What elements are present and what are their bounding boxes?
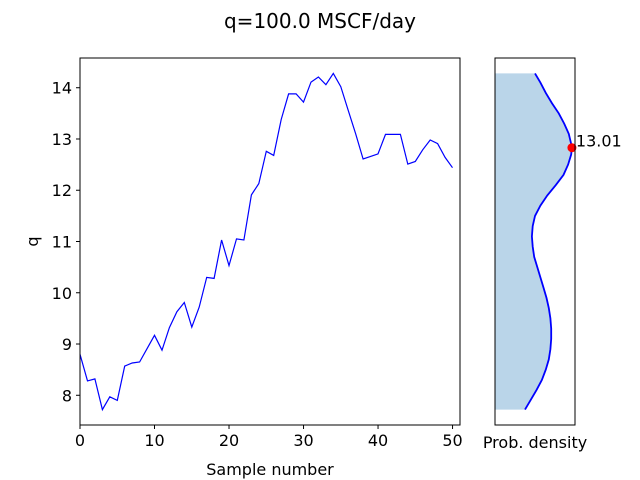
- y-tick-label: 13: [52, 130, 72, 149]
- y-tick-label: 8: [62, 386, 72, 405]
- density-fill: [495, 73, 572, 410]
- density-axis-label: Prob. density: [483, 433, 587, 452]
- y-tick-label: 10: [52, 284, 72, 303]
- x-tick-label: 40: [368, 431, 388, 450]
- line-plot-ticks: 0 10 20 30 40 50 8 9 10 11 12 13 14: [52, 79, 463, 450]
- density-plot-frame: [494, 57, 576, 426]
- y-tick-label: 11: [52, 233, 72, 252]
- y-tick-label: 9: [62, 335, 72, 354]
- line-plot: 0 10 20 30 40 50 8 9 10 11 12 13 14 Sample number q: [23, 57, 463, 479]
- density-curve: [524, 72, 573, 411]
- y-tick-label: 12: [52, 181, 72, 200]
- x-tick-label: 20: [219, 431, 239, 450]
- chart-title: q=100.0 MSCF/day: [224, 9, 416, 33]
- density-marker-label: 13.01: [576, 132, 622, 151]
- line-plot-frame: [79, 57, 461, 426]
- y-axis-label: q: [23, 236, 42, 246]
- x-tick-label: 30: [293, 431, 313, 450]
- x-tick-label: 50: [442, 431, 462, 450]
- x-tick-label: 0: [75, 431, 85, 450]
- x-tick-label: 10: [144, 431, 164, 450]
- density-marker: [567, 143, 577, 153]
- x-axis-label: Sample number: [206, 460, 334, 479]
- density-plot: 13.01 Prob. density: [483, 57, 622, 452]
- y-tick-label: 14: [52, 79, 72, 98]
- series-line-q: [79, 72, 453, 412]
